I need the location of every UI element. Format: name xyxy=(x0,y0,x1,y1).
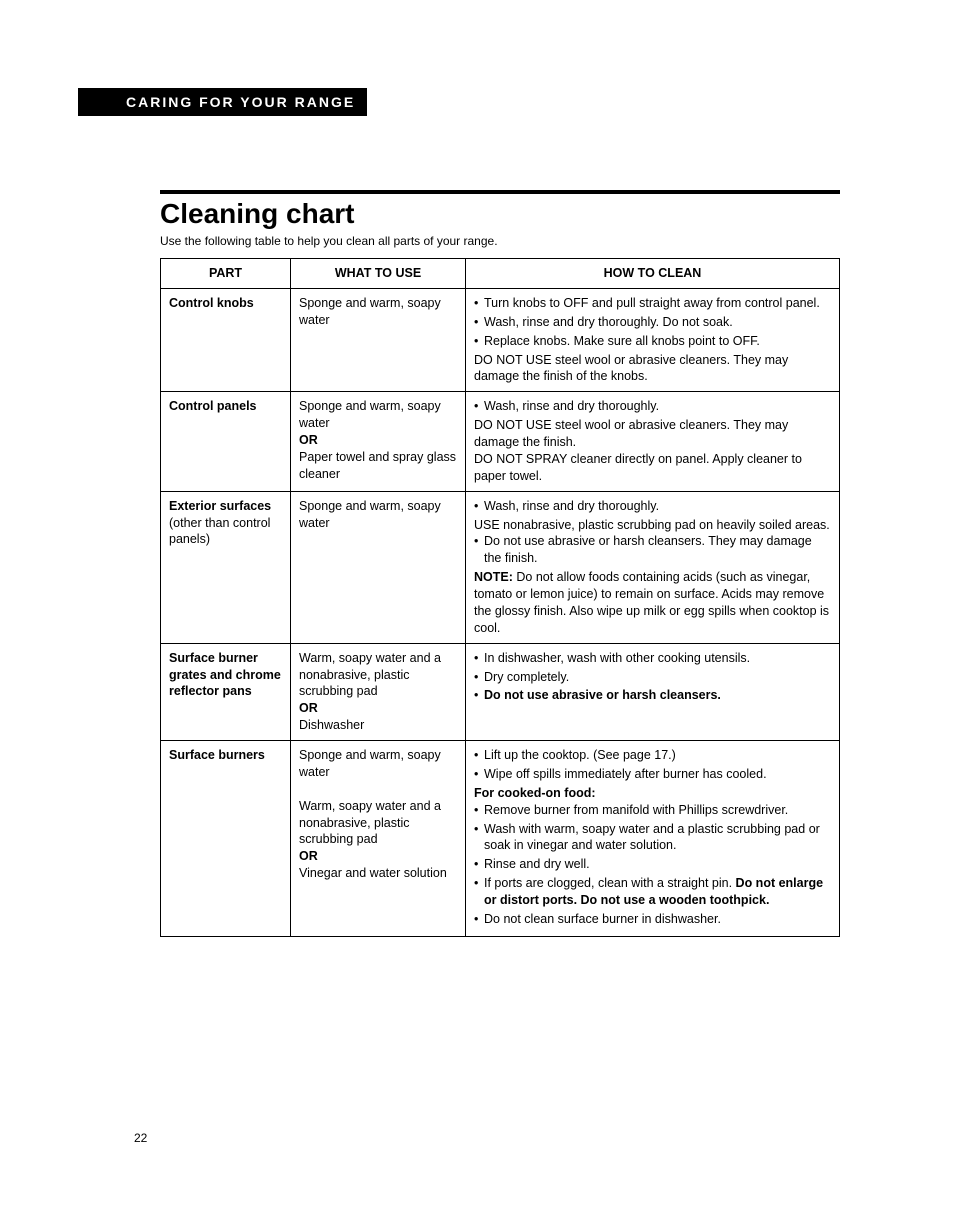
page-title: Cleaning chart xyxy=(160,198,840,230)
how-bullet: Wash with warm, soapy water and a plasti… xyxy=(474,821,831,855)
table-header-row: PART WHAT TO USE HOW TO CLEAN xyxy=(161,259,840,289)
how-bullet: Wash, rinse and dry thoroughly. xyxy=(474,398,831,415)
part-cell: Surface burner grates and chrome reflect… xyxy=(161,643,291,740)
what-cell: Sponge and warm, soapy water OR Paper to… xyxy=(291,392,466,491)
how-bullet: Replace knobs. Make sure all knobs point… xyxy=(474,333,831,350)
cleaning-table: PART WHAT TO USE HOW TO CLEAN Control kn… xyxy=(160,258,840,937)
how-bullet: Do not use abrasive or harsh cleansers. xyxy=(474,687,831,704)
what-line: Warm, soapy water and a nonabrasive, pla… xyxy=(299,798,457,849)
what-line: Sponge and warm, soapy water xyxy=(299,747,457,781)
what-line: Sponge and warm, soapy water xyxy=(299,296,441,327)
how-bullet: If ports are clogged, clean with a strai… xyxy=(474,875,831,909)
table-row: Exterior surfaces (other than control pa… xyxy=(161,491,840,643)
col-what: WHAT TO USE xyxy=(291,259,466,289)
what-cell: Sponge and warm, soapy water Warm, soapy… xyxy=(291,741,466,937)
part-name: Surface burners xyxy=(169,748,265,762)
how-cell: Lift up the cooktop. (See page 17.) Wipe… xyxy=(466,741,840,937)
what-cell: Warm, soapy water and a nonabrasive, pla… xyxy=(291,643,466,740)
note-text: Do not allow foods containing acids (suc… xyxy=(474,570,829,635)
how-note: NOTE: Do not allow foods containing acid… xyxy=(474,569,831,637)
part-cell: Surface burners xyxy=(161,741,291,937)
what-line: OR xyxy=(299,432,457,449)
part-cell: Exterior surfaces (other than control pa… xyxy=(161,491,291,643)
how-line: DO NOT USE steel wool or abrasive cleane… xyxy=(474,417,831,451)
what-line xyxy=(299,781,457,798)
part-name: Control knobs xyxy=(169,296,254,310)
title-rule xyxy=(160,190,840,194)
what-cell: Sponge and warm, soapy water xyxy=(291,288,466,391)
how-bullet: Remove burner from manifold with Phillip… xyxy=(474,802,831,819)
ports-lead: If ports are clogged, clean with a strai… xyxy=(484,876,732,890)
section-header-tab: CARING FOR YOUR RANGE xyxy=(78,88,367,116)
how-bullet: Wash, rinse and dry thoroughly. xyxy=(474,498,831,515)
how-cell: Wash, rinse and dry thoroughly. USE nona… xyxy=(466,491,840,643)
what-line: Sponge and warm, soapy water xyxy=(299,398,457,432)
part-name: Exterior surfaces xyxy=(169,499,271,513)
how-bullet: Dry completely. xyxy=(474,669,831,686)
how-bullet: Do not clean surface burner in dishwashe… xyxy=(474,911,831,928)
col-part: PART xyxy=(161,259,291,289)
part-sub: (other than control panels) xyxy=(169,516,270,547)
how-cell: Turn knobs to OFF and pull straight away… xyxy=(466,288,840,391)
what-line: OR xyxy=(299,700,457,717)
what-line: OR xyxy=(299,848,457,865)
page-subtitle: Use the following table to help you clea… xyxy=(160,234,840,248)
how-line: DO NOT SPRAY cleaner directly on panel. … xyxy=(474,451,831,485)
what-line: Paper towel and spray glass cleaner xyxy=(299,449,457,483)
what-line: Dishwasher xyxy=(299,717,457,734)
page: CARING FOR YOUR RANGE Cleaning chart Use… xyxy=(0,0,954,1205)
table-row: Control panels Sponge and warm, soapy wa… xyxy=(161,392,840,491)
what-line: Vinegar and water solution xyxy=(299,865,457,882)
what-line: Sponge and warm, soapy water xyxy=(299,499,441,530)
how-bullet: Lift up the cooktop. (See page 17.) xyxy=(474,747,831,764)
how-bullet: Turn knobs to OFF and pull straight away… xyxy=(474,295,831,312)
how-bullet: Wash, rinse and dry thoroughly. Do not s… xyxy=(474,314,831,331)
part-cell: Control panels xyxy=(161,392,291,491)
how-subhead: For cooked-on food: xyxy=(474,785,831,802)
how-bullet: Do not use abrasive or harsh cleansers. … xyxy=(474,533,831,567)
content-area: Cleaning chart Use the following table t… xyxy=(160,190,840,937)
note-label: NOTE: xyxy=(474,570,513,584)
col-how: HOW TO CLEAN xyxy=(466,259,840,289)
table-row: Surface burner grates and chrome reflect… xyxy=(161,643,840,740)
part-name: Surface burner grates and chrome reflect… xyxy=(169,651,281,699)
table-row: Surface burners Sponge and warm, soapy w… xyxy=(161,741,840,937)
how-cell: In dishwasher, wash with other cooking u… xyxy=(466,643,840,740)
how-line: DO NOT USE steel wool or abrasive cleane… xyxy=(474,352,831,386)
page-number: 22 xyxy=(134,1131,147,1145)
how-bullet: Wipe off spills immediately after burner… xyxy=(474,766,831,783)
table-row: Control knobs Sponge and warm, soapy wat… xyxy=(161,288,840,391)
how-line: USE nonabrasive, plastic scrubbing pad o… xyxy=(474,517,831,534)
part-name: Control panels xyxy=(169,399,257,413)
part-cell: Control knobs xyxy=(161,288,291,391)
how-bullet: Rinse and dry well. xyxy=(474,856,831,873)
what-line: Warm, soapy water and a nonabrasive, pla… xyxy=(299,650,457,701)
how-cell: Wash, rinse and dry thoroughly. DO NOT U… xyxy=(466,392,840,491)
how-bullet: In dishwasher, wash with other cooking u… xyxy=(474,650,831,667)
what-cell: Sponge and warm, soapy water xyxy=(291,491,466,643)
